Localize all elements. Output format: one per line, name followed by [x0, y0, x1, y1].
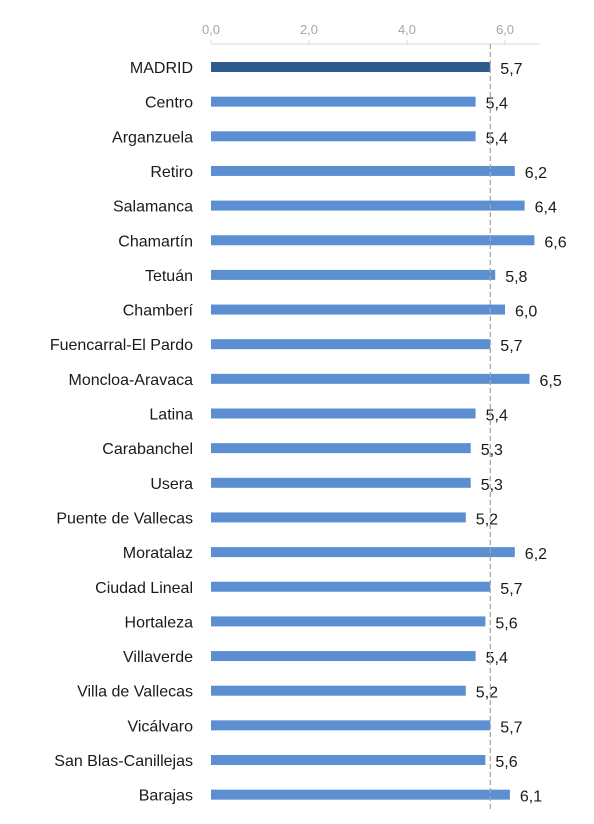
bar: [211, 477, 471, 488]
value-label: 5,4: [486, 650, 508, 667]
x-tick-label: 2,0: [300, 22, 318, 37]
value-label: 5,8: [505, 269, 527, 286]
bar: [211, 200, 525, 211]
bar: [211, 581, 491, 592]
bar: [211, 269, 496, 280]
value-label: 5,7: [500, 581, 522, 598]
value-label: 5,6: [495, 615, 517, 632]
value-label: 5,7: [500, 338, 522, 355]
category-label: Retiro: [150, 164, 193, 181]
category-label: Villaverde: [123, 649, 193, 666]
bar: [211, 789, 510, 800]
category-label: Chamberí: [123, 303, 194, 320]
bar: [211, 373, 530, 384]
category-label: Moratalaz: [123, 545, 193, 562]
bar: [211, 165, 515, 176]
value-label: 6,4: [535, 200, 557, 217]
bar: [211, 408, 476, 419]
bar: [211, 616, 486, 627]
value-label: 5,3: [481, 477, 503, 494]
category-label: Hortaleza: [125, 614, 194, 631]
category-label: Vicálvaro: [127, 718, 193, 735]
bar: [211, 62, 491, 72]
value-label: 5,7: [500, 61, 522, 78]
category-label: Centro: [145, 95, 193, 112]
bar: [211, 96, 476, 107]
bar: [211, 304, 505, 315]
x-tick-label: 4,0: [398, 22, 416, 37]
value-label: 5,7: [500, 719, 522, 736]
value-label: 6,6: [544, 234, 566, 251]
category-label: Arganzuela: [112, 129, 193, 146]
bar: [211, 755, 486, 765]
x-tick-label: 0,0: [202, 22, 220, 37]
x-tick-label: 6,0: [496, 22, 514, 37]
value-label: 6,1: [520, 789, 542, 806]
value-label: 6,2: [525, 546, 547, 563]
category-label: Puente de Vallecas: [56, 510, 193, 527]
category-label: Tetuán: [145, 268, 193, 285]
category-label: Barajas: [139, 788, 193, 805]
category-label: Chamartín: [118, 233, 193, 250]
value-label: 5,4: [486, 130, 508, 147]
value-label: 5,3: [481, 442, 503, 459]
bar: [211, 131, 476, 142]
category-label: Ciudad Lineal: [95, 580, 193, 597]
bar: [211, 512, 466, 523]
category-label: San Blas-Canillejas: [54, 753, 193, 770]
bar: [211, 235, 535, 246]
value-label: 5,2: [476, 511, 498, 528]
bar: [211, 651, 476, 662]
value-label: 6,2: [525, 165, 547, 182]
bar: [211, 685, 466, 696]
value-label: 5,6: [495, 754, 517, 771]
category-label: Latina: [149, 407, 193, 424]
bar: [211, 720, 491, 731]
category-label: Carabanchel: [102, 441, 193, 458]
value-label: 6,5: [540, 373, 562, 390]
category-label: Villa de Vallecas: [77, 684, 193, 701]
bar: [211, 547, 515, 558]
category-label: Moncloa-Aravaca: [69, 372, 194, 389]
value-label: 5,4: [486, 96, 508, 113]
category-label: MADRID: [130, 60, 193, 77]
category-label: Fuencarral-El Pardo: [50, 337, 193, 354]
bar: [211, 443, 471, 454]
category-label: Salamanca: [113, 199, 193, 216]
bar: [211, 339, 491, 350]
value-label: 5,2: [476, 685, 498, 702]
value-label: 6,0: [515, 304, 537, 321]
value-label: 5,4: [486, 408, 508, 425]
category-label: Usera: [150, 476, 193, 493]
